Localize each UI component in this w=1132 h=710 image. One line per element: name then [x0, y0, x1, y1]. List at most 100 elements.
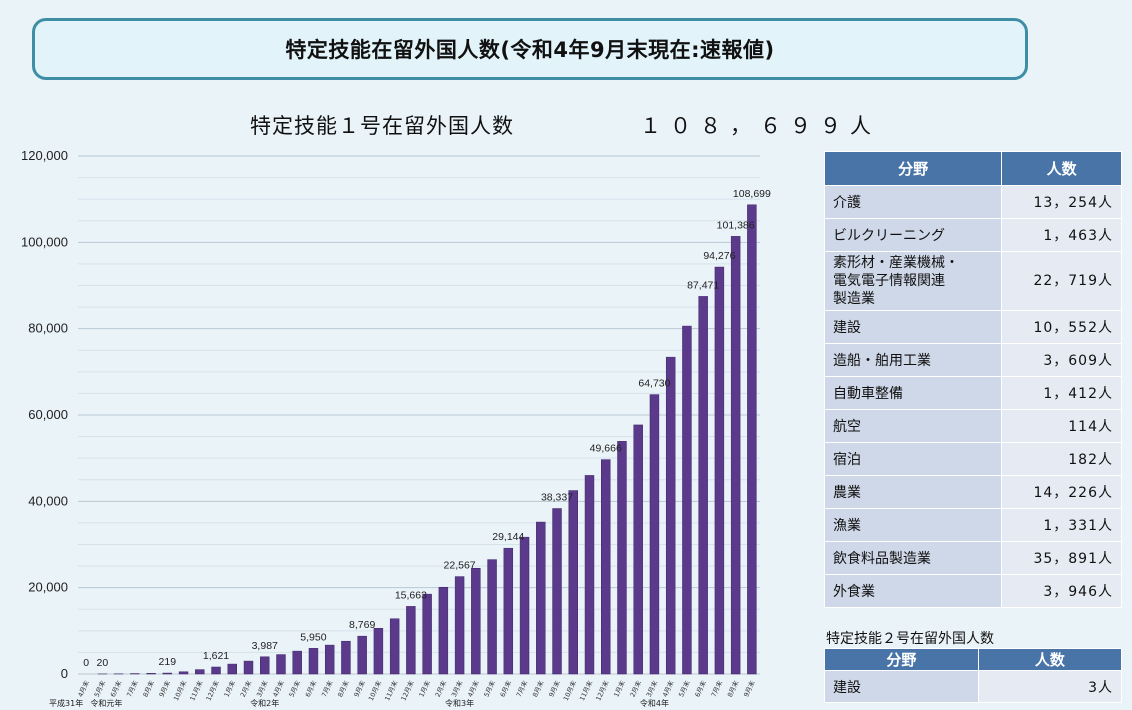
data-label: 64,730 — [638, 378, 670, 390]
era-label: 令和3年 — [445, 698, 474, 708]
table-row: 造船・舶用工業 3，609人 — [823, 343, 1122, 377]
era-label: 令和4年 — [640, 698, 669, 708]
x-tick-label: 9月末 — [741, 679, 757, 699]
field-count: 3，946人 — [1001, 574, 1122, 608]
field-name: 外食業 — [823, 574, 1003, 608]
field-count: 14，226人 — [1001, 475, 1122, 509]
x-tick-label: 12月末 — [204, 679, 221, 703]
bar — [373, 627, 384, 675]
x-tick-label: 9月末 — [352, 679, 368, 699]
table-row: 自動車整備 1，412人 — [823, 376, 1122, 410]
bar — [292, 650, 302, 675]
header-count: 人数 — [977, 648, 1123, 671]
x-tick-label: 5月末 — [481, 679, 497, 699]
x-tick-label: 4月末 — [270, 679, 286, 699]
bar — [146, 673, 156, 675]
x-tick-label: 1月末 — [222, 679, 238, 699]
bar — [389, 618, 400, 675]
header-count: 人数 — [1001, 151, 1122, 186]
field-name: 農業 — [823, 475, 1003, 509]
field-table-1: 分野 人数 介護 13，254人 ビルクリーニング 1，463人 素形材・産業機械・ 電… — [823, 151, 1122, 608]
field-count: 1，463人 — [1001, 218, 1122, 252]
table-row: 漁業 1，331人 — [823, 508, 1122, 542]
bar — [519, 536, 530, 675]
x-tick-label: 10月末 — [561, 679, 578, 703]
bar — [568, 490, 578, 675]
y-tick-label: 0 — [61, 666, 68, 681]
field-name: 建設 — [824, 670, 979, 703]
bar — [211, 666, 221, 675]
bar — [195, 669, 205, 675]
bar — [341, 640, 351, 675]
data-label: 87,471 — [687, 279, 719, 291]
x-tick-label: 8月末 — [530, 679, 546, 699]
table-row: 建設 3人 — [824, 670, 1123, 703]
x-tick-label: 5月末 — [676, 679, 692, 699]
x-tick-label: 5月末 — [287, 679, 303, 699]
table-row: 外食業 3，946人 — [823, 574, 1122, 608]
era-label: 令和元年 — [90, 698, 122, 708]
bar — [454, 576, 465, 675]
table-row: 介護 13，254人 — [823, 185, 1122, 219]
x-tick-label: 10月末 — [366, 679, 383, 703]
x-tick-label: 4月末 — [660, 679, 676, 699]
bar — [308, 648, 319, 675]
bar — [471, 567, 481, 675]
field-name: 素形材・産業機械・ 電気電子情報関連 製造業 — [823, 251, 1003, 311]
x-tick-label: 6月末 — [498, 679, 514, 699]
data-label: 101,386 — [717, 219, 755, 231]
bar — [487, 559, 497, 675]
bar — [406, 606, 416, 675]
field-name: 漁業 — [823, 508, 1003, 542]
table-row: 航空 114人 — [823, 409, 1122, 443]
field-count: 182人 — [1001, 442, 1122, 476]
bar — [714, 266, 725, 675]
x-tick-label: 12月末 — [593, 679, 610, 703]
table2-title: 特定技能２号在留外国人数 — [826, 631, 994, 647]
x-tick-label: 8月末 — [725, 679, 741, 699]
bar — [682, 325, 692, 675]
data-label: 49,666 — [590, 443, 622, 455]
field-name: 建設 — [823, 310, 1003, 344]
field-count: 13，254人 — [1001, 185, 1122, 219]
field-count: 1，331人 — [1001, 508, 1122, 542]
bar — [324, 644, 335, 675]
table-row: 建設 10，552人 — [823, 310, 1122, 344]
bar — [649, 394, 660, 675]
bar — [357, 635, 367, 675]
data-label: 0 — [83, 657, 89, 669]
data-label: 1,621 — [203, 650, 229, 662]
header-field: 分野 — [823, 151, 1003, 186]
x-tick-label: 11月末 — [577, 679, 594, 703]
bar — [536, 521, 546, 675]
x-tick-label: 4月末 — [76, 679, 92, 699]
y-tick-label: 20,000 — [28, 580, 68, 595]
table-row: 農業 14，226人 — [823, 475, 1122, 509]
total-count: １０８，６９９人 — [640, 114, 880, 138]
bar — [552, 508, 562, 675]
x-tick-label: 6月末 — [693, 679, 709, 699]
x-tick-label: 6月末 — [108, 679, 124, 699]
bar — [698, 296, 708, 675]
data-label: 3,987 — [252, 640, 278, 652]
field-name: 自動車整備 — [823, 376, 1003, 410]
bar-chart: 0 20,000 40,000 60,000 80,000 100,000 120,000 4… — [21, 148, 771, 708]
x-tick-label: 1月末 — [611, 679, 627, 699]
bar — [584, 475, 595, 675]
field-count: 35，891人 — [1001, 541, 1122, 575]
era-label: 平成31年 — [49, 698, 83, 708]
x-tick-label: 3月末 — [449, 679, 465, 699]
field-name: 介護 — [823, 185, 1003, 219]
field-count: 10，552人 — [1001, 310, 1122, 344]
data-label: 15,663 — [395, 589, 427, 601]
data-label: 38,337 — [541, 492, 573, 504]
bar — [243, 660, 254, 675]
data-label: 22,567 — [444, 560, 476, 572]
x-tick-label: 5月末 — [92, 679, 108, 699]
data-label: 8,769 — [349, 619, 375, 631]
table-row: 飲食料品製造業 35，891人 — [823, 541, 1122, 575]
x-tick-label: 12月末 — [399, 679, 416, 703]
bar — [633, 424, 643, 675]
banner-title: 特定技能在留外国人数(令和4年9月末現在:速報値) — [32, 18, 1028, 80]
bar — [438, 586, 449, 675]
